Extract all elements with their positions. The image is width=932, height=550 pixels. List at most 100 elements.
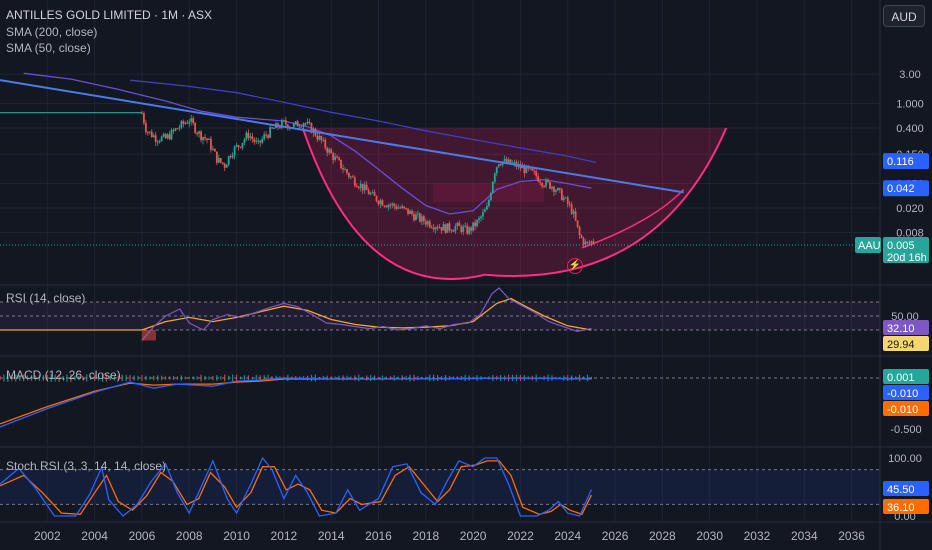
candle-body-32 — [204, 137, 206, 139]
cup-fill — [302, 128, 727, 280]
stoch-rsi-panel[interactable] — [0, 456, 880, 517]
chart-title[interactable]: ANTILLES GOLD LIMITED · 1M · ASX — [6, 8, 213, 22]
candle-body-40 — [219, 158, 222, 163]
stoch-tick-100.00: 100.00 — [888, 453, 922, 465]
cup-secondary-curve — [581, 188, 685, 249]
macd-hist-95 — [373, 375, 376, 381]
candle-body-187 — [509, 159, 512, 164]
macd-hist-83 — [326, 375, 328, 381]
macd-signal-line — [0, 377, 592, 425]
candle-body-19 — [178, 127, 181, 129]
candle-body-211 — [556, 188, 559, 191]
candle-body-204 — [543, 185, 545, 187]
macd-hist-8 — [30, 375, 33, 381]
candle-body-51 — [241, 142, 244, 148]
macd-hist-144 — [567, 375, 569, 381]
candle-body-155 — [446, 223, 449, 233]
macd-hist-11 — [42, 375, 44, 381]
candle-body-216 — [566, 197, 569, 204]
currency-button[interactable]: AUD — [883, 5, 925, 27]
macd-hist-90 — [354, 375, 356, 381]
candle-body-106 — [349, 176, 352, 178]
candle-body-13 — [166, 134, 169, 139]
macd-tick--0.500: -0.500 — [890, 424, 921, 436]
macd-hist-147 — [578, 374, 581, 382]
macd-label-2: -0.010 — [887, 404, 918, 416]
stoch-rsi-legend[interactable]: Stoch RSI (3, 3, 14, 14, close) — [6, 459, 167, 473]
candle-body-45 — [229, 156, 232, 158]
candle-body-52 — [243, 139, 246, 143]
candle-body-85 — [308, 121, 311, 124]
macd-hist-52 — [204, 375, 206, 381]
x-tick-2022: 2022 — [507, 529, 534, 543]
candle-body-53 — [245, 132, 248, 140]
candle-body-157 — [450, 230, 453, 232]
macd-hist-89 — [350, 376, 352, 380]
candle-body-5 — [150, 131, 153, 138]
stoch-label-1: 36.10 — [887, 502, 915, 514]
macd-hist-14 — [54, 374, 56, 382]
candle-body-23 — [186, 122, 189, 124]
macd-hist-18 — [70, 374, 72, 382]
macd-hist-30 — [117, 375, 119, 381]
candle-body-57 — [253, 139, 256, 142]
price-label-1: 0.042 — [887, 183, 915, 195]
macd-hist-103 — [405, 375, 407, 381]
candle-body-203 — [541, 182, 544, 186]
macd-hist-22 — [86, 374, 88, 382]
candle-body-107 — [351, 176, 354, 178]
price-panel[interactable] — [0, 72, 880, 280]
candle-body-6 — [152, 135, 155, 138]
rsi-legend[interactable]: RSI (14, close) — [6, 291, 86, 305]
x-tick-2010: 2010 — [223, 529, 250, 543]
candle-body-193 — [521, 166, 524, 169]
macd-panel[interactable] — [0, 374, 880, 428]
macd-hist-96 — [377, 376, 380, 380]
candle-body-163 — [462, 226, 465, 232]
macd-legend[interactable]: MACD (12, 26, close) — [6, 368, 121, 382]
candle-body-134 — [405, 207, 407, 209]
candle-body-41 — [221, 162, 224, 164]
candle-body-162 — [460, 226, 463, 232]
macd-hist-38 — [149, 376, 151, 380]
macd-hist-45 — [176, 376, 179, 380]
candle-body-209 — [553, 186, 555, 192]
candle-body-147 — [430, 226, 433, 228]
macd-hist-80 — [314, 374, 317, 382]
candle-body-218 — [570, 204, 573, 214]
macd-hist-12 — [46, 375, 48, 381]
sma50-legend[interactable]: SMA (50, close) — [6, 41, 91, 55]
candle-body-138 — [413, 214, 415, 221]
candle-body-59 — [257, 140, 260, 142]
macd-hist-82 — [322, 375, 324, 381]
rsi-panel[interactable] — [0, 287, 880, 341]
candle-body-186 — [507, 159, 510, 163]
candle-body-149 — [434, 227, 437, 230]
candle-body-158 — [452, 230, 455, 232]
candle-body-145 — [426, 221, 429, 225]
candle-body-180 — [495, 167, 498, 174]
candle-body-81 — [300, 126, 303, 128]
macd-hist-67 — [263, 375, 265, 381]
macd-hist-98 — [385, 376, 387, 380]
candle-body-122 — [381, 200, 384, 206]
candle-body-60 — [259, 140, 262, 143]
x-tick-2016: 2016 — [365, 529, 392, 543]
candle-body-146 — [428, 221, 431, 227]
lightning-icon[interactable]: ⚡ — [567, 258, 583, 274]
candle-body-111 — [359, 183, 362, 188]
candle-body-152 — [440, 227, 443, 231]
x-tick-2028: 2028 — [649, 529, 676, 543]
sma200-legend[interactable]: SMA (200, close) — [6, 25, 98, 39]
macd-hist-33 — [129, 375, 131, 381]
macd-hist-47 — [184, 376, 186, 380]
candle-body-181 — [497, 164, 500, 168]
candle-body-133 — [403, 206, 406, 208]
candle-body-125 — [387, 204, 390, 208]
candle-body-223 — [580, 235, 583, 238]
x-tick-2014: 2014 — [318, 529, 345, 543]
candle-body-105 — [348, 173, 350, 177]
candle-body-130 — [397, 207, 400, 209]
stoch-label-0: 45.50 — [887, 484, 915, 496]
